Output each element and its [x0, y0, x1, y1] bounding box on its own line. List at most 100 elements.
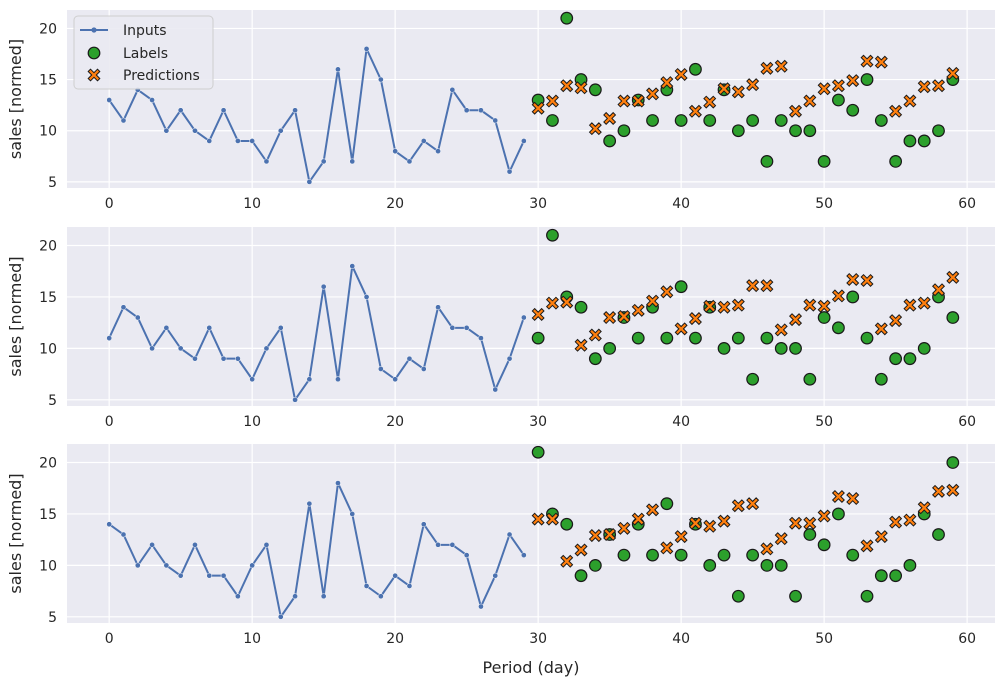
x-tick-label: 30 [529, 414, 547, 430]
input-point [449, 541, 456, 548]
label-point [874, 372, 888, 386]
input-point [292, 396, 298, 403]
prediction-point [646, 294, 660, 308]
legend-item-labels: Labels [87, 46, 168, 62]
input-point [392, 376, 399, 383]
input-point [177, 345, 184, 352]
prediction-point [846, 74, 860, 88]
input-point [220, 355, 227, 362]
label-point [746, 372, 760, 386]
y-tick-labels: 5 10 15 20 [39, 21, 57, 190]
input-point [521, 552, 527, 558]
prediction-point [760, 542, 774, 556]
input-point [363, 583, 370, 589]
prediction-point [674, 530, 688, 544]
prediction-point [674, 322, 688, 336]
label-point [588, 352, 602, 366]
prediction-point [746, 279, 760, 293]
prediction-point [688, 312, 702, 326]
label-point [531, 331, 545, 345]
label-point [789, 124, 802, 138]
label-point [703, 114, 717, 127]
label-point [746, 548, 760, 562]
prediction-point [803, 516, 817, 530]
y-axis-label: sales [normed] [6, 39, 25, 159]
input-point [521, 314, 527, 321]
label-point [689, 62, 702, 76]
x-tick-label: 10 [243, 196, 261, 212]
prediction-point [946, 483, 960, 497]
x-tick-label: 10 [243, 414, 261, 430]
input-point [420, 521, 427, 528]
label-point [932, 124, 945, 138]
input-point [378, 366, 384, 372]
prediction-point [903, 298, 917, 312]
prediction-point [932, 484, 946, 498]
label-point [846, 290, 860, 304]
input-point [320, 283, 327, 290]
x-tick-labels: 0 10 20 30 40 50 60 [105, 414, 976, 430]
input-point [521, 138, 527, 144]
legend-marker-inputs [91, 27, 97, 33]
x-tick-label: 40 [672, 196, 690, 212]
input-point [306, 500, 313, 507]
label-point [803, 124, 817, 138]
prediction-point [817, 509, 831, 523]
input-point [492, 117, 499, 124]
prediction-point [760, 279, 774, 293]
prediction-point [617, 94, 631, 108]
prediction-point [803, 298, 817, 312]
input-point [320, 158, 327, 165]
legend-label-labels: Labels [123, 46, 168, 62]
input-point [306, 376, 313, 383]
label-point [917, 134, 931, 148]
prediction-point [660, 76, 674, 90]
input-point [220, 107, 227, 114]
inputs-series-line [108, 47, 525, 183]
input-point [263, 158, 270, 165]
prediction-point [717, 300, 731, 314]
prediction-point [774, 59, 788, 73]
prediction-point [588, 529, 602, 543]
input-point [177, 107, 184, 114]
input-point [435, 541, 441, 548]
prediction-point [560, 79, 574, 93]
x-tick-label: 20 [386, 196, 404, 212]
prediction-point [746, 78, 760, 92]
label-point [731, 589, 745, 603]
prediction-point [603, 111, 617, 125]
input-point [335, 480, 341, 486]
input-point [277, 324, 284, 331]
prediction-point [688, 104, 702, 118]
label-point [846, 103, 860, 117]
input-point [349, 511, 356, 517]
prediction-point [874, 322, 888, 336]
input-point [106, 335, 113, 341]
input-point [363, 46, 370, 52]
input-point [192, 127, 198, 134]
input-point [463, 324, 470, 331]
x-tick-label: 60 [958, 196, 976, 212]
prediction-point [789, 516, 803, 530]
label-point [832, 93, 845, 107]
input-point [177, 572, 184, 579]
input-point [235, 138, 241, 144]
input-point [392, 572, 399, 579]
predictions-points [531, 54, 960, 136]
input-point [506, 168, 513, 175]
y-tick-label: 15 [39, 507, 57, 523]
input-point [277, 127, 284, 134]
prediction-point [731, 298, 745, 312]
label-point [660, 497, 674, 511]
legend-label-predictions: Predictions [123, 68, 200, 84]
label-point [560, 517, 574, 531]
panel-3: 0 10 20 30 40 50 60 5 10 15 20 sales [normed] Period… [6, 444, 995, 677]
label-point [817, 538, 831, 552]
prediction-point [545, 512, 559, 526]
label-point [617, 548, 631, 562]
input-point [306, 179, 313, 185]
input-point [263, 345, 270, 352]
input-point [478, 107, 484, 114]
label-point [903, 352, 917, 366]
